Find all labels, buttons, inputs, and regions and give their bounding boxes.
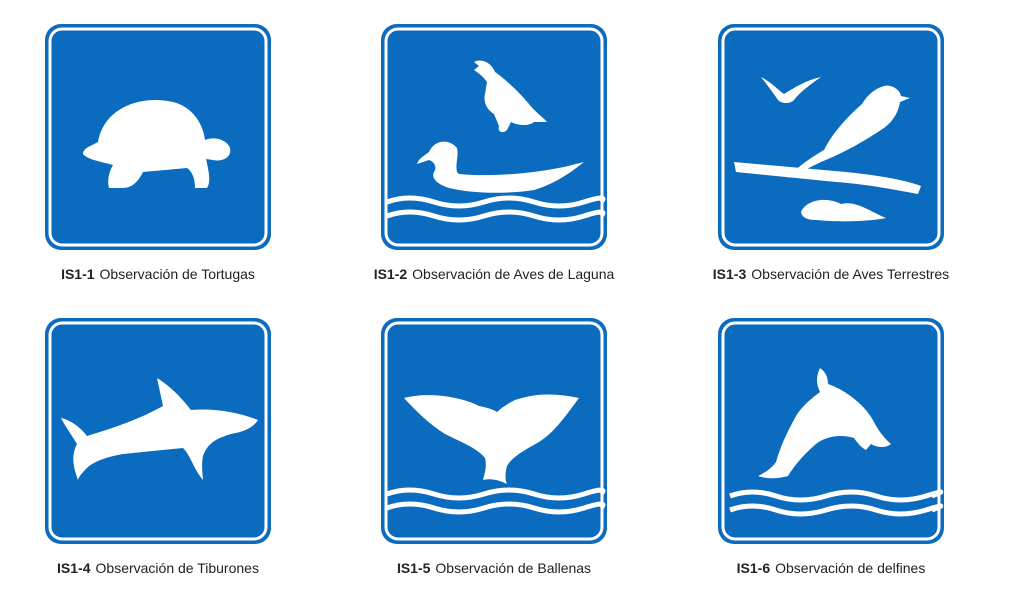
sign-land-birds <box>716 22 946 252</box>
sign-code: IS1-3 <box>712 266 747 282</box>
sign-caption: IS1-1 Observación de Tortugas <box>8 266 308 282</box>
sign-whales <box>379 316 609 546</box>
sign-code: IS1-5 <box>396 560 431 576</box>
sign-sharks <box>43 316 273 546</box>
sign-title: Observación de Aves Terrestres <box>751 266 950 282</box>
whale-tail-icon <box>381 318 607 544</box>
sign-code: IS1-4 <box>57 560 91 576</box>
sign-title: Observación de Tortugas <box>99 266 255 282</box>
tortoise-icon <box>45 24 271 250</box>
sign-caption: IS1-5 Observación de Ballenas <box>344 560 644 576</box>
sign-dolphins <box>716 316 946 546</box>
dolphin-icon <box>718 318 944 544</box>
sign-title: Observación de Tiburones <box>95 560 259 576</box>
sign-caption: IS1-4 Observación de Tiburones <box>8 560 308 576</box>
sign-water-birds <box>379 22 609 252</box>
sign-title: Observación de Ballenas <box>435 560 592 576</box>
sign-caption: IS1-6 Observación de delfines <box>681 560 981 576</box>
shark-icon <box>45 318 271 544</box>
sign-tortoises <box>43 22 273 252</box>
sign-caption: IS1-3 Observación de Aves Terrestres <box>681 266 981 282</box>
water-birds-icon <box>381 24 607 250</box>
sign-title: Observación de delfines <box>775 560 926 576</box>
sign-code: IS1-6 <box>736 560 771 576</box>
sign-code: IS1-2 <box>373 266 408 282</box>
sign-caption: IS1-2 Observación de Aves de Laguna <box>344 266 644 282</box>
land-birds-icon <box>718 24 944 250</box>
sign-code: IS1-1 <box>61 266 95 282</box>
sign-title: Observación de Aves de Laguna <box>412 266 615 282</box>
